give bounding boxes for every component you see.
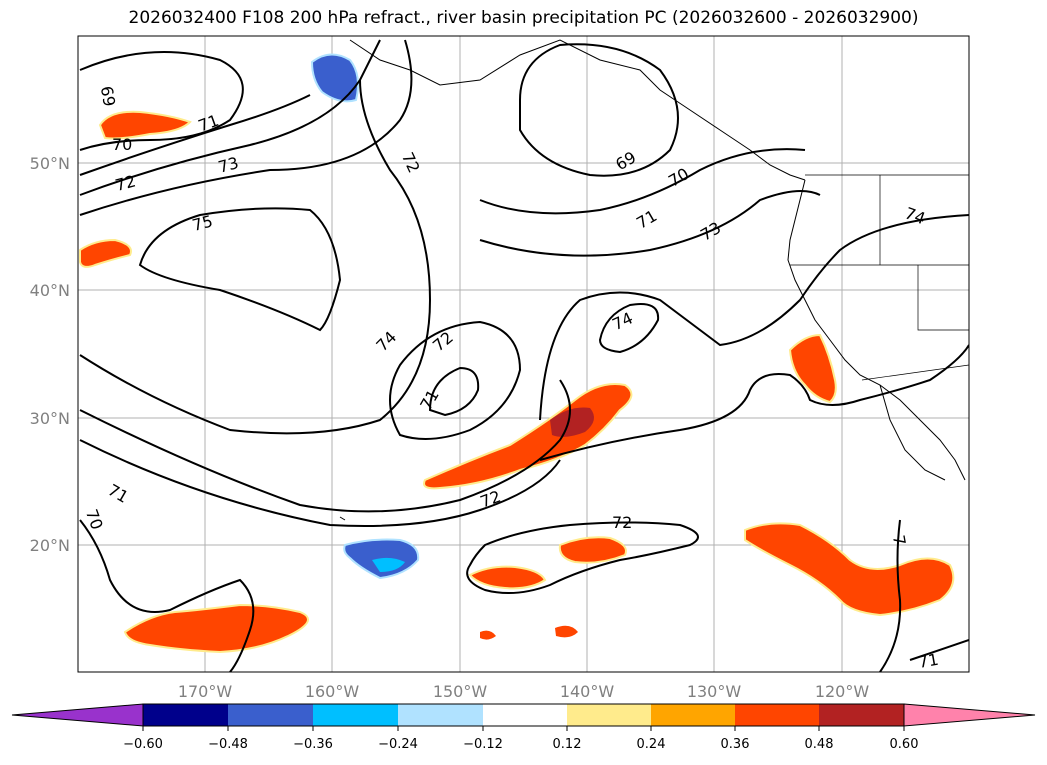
map-frame: [77, 35, 970, 673]
colorbar-segment: [313, 704, 398, 726]
colorbar-extend-high: [903, 703, 1036, 727]
colorbar-tick-label: −0.24: [378, 737, 418, 752]
colorbar-tick-label: 0.24: [637, 737, 666, 752]
lat-label: 30°N: [30, 409, 70, 428]
longitude-labels: 170°W 160°W 150°W 140°W 130°W 120°W: [178, 682, 870, 701]
lon-label: 150°W: [433, 682, 488, 701]
colorbar-frame: [142, 703, 905, 727]
colorbar-tick-marks: [142, 726, 905, 731]
precip-area: [555, 625, 578, 638]
contour-line: [79, 39, 381, 196]
lon-label: 120°W: [815, 682, 870, 701]
contour-line: [519, 43, 679, 177]
contour-line: [479, 190, 821, 257]
colorbar-tick-label: −0.36: [293, 737, 333, 752]
contour-line: [598, 303, 660, 354]
contour-label: 75: [190, 211, 215, 235]
contour-line: [479, 148, 806, 215]
precip-shading: [79, 53, 955, 654]
alaska-coast: [349, 39, 806, 181]
precip-area: [558, 536, 627, 564]
contour-line: [79, 51, 244, 151]
lon-label: 140°W: [560, 682, 615, 701]
contour-line: [909, 639, 969, 661]
negative-area: [310, 53, 359, 103]
contour-label: 71: [917, 650, 940, 672]
latitude-labels: 50°N 40°N 30°N 20°N: [30, 154, 70, 555]
contour-line: [79, 379, 571, 513]
contour-line: [466, 521, 699, 594]
lon-label: 160°W: [305, 682, 360, 701]
lat-label: 20°N: [30, 536, 70, 555]
contour-label: 72: [113, 171, 138, 195]
lat-label: 40°N: [30, 281, 70, 300]
colorbar-segment: [228, 704, 313, 726]
colorbar-segment: [567, 704, 651, 726]
negative-area-core: [372, 557, 405, 572]
contour-line: [79, 439, 561, 527]
contour-line: [428, 366, 480, 417]
contour-label: 69: [97, 85, 119, 108]
contour-line: [389, 320, 522, 440]
precip-area: [98, 110, 192, 140]
contour-line: [79, 39, 413, 216]
precip-core: [550, 407, 594, 437]
baja-california-coast: [879, 384, 946, 481]
colorbar-segment: [143, 704, 228, 726]
refractivity-contours: [79, 39, 969, 672]
border-us-mexico: [861, 364, 969, 381]
colorbar-segment: [398, 704, 483, 726]
precip-area: [788, 333, 837, 404]
contour-label: 70: [112, 135, 132, 154]
map-title: 2026032400 F108 200 hPa refract., river …: [128, 8, 919, 28]
border-state: [917, 265, 969, 331]
contour-line: [138, 207, 342, 332]
colorbar-extend-low: [11, 703, 144, 727]
contour-line: [539, 214, 969, 421]
colorbar-tick-label: 0.60: [890, 737, 919, 752]
colorbar-tick-label: −0.48: [208, 737, 248, 752]
colorbar-segment: [483, 704, 567, 726]
contour-line: [879, 519, 902, 672]
contour-line: [539, 344, 969, 461]
contour-line: [79, 94, 311, 176]
colorbar-tick-label: 0.36: [721, 737, 750, 752]
colorbar-tick-label: −0.60: [123, 737, 163, 752]
precip-area: [79, 238, 132, 268]
colorbar-tick-label: 0.12: [553, 737, 582, 752]
colorbar-segment: [819, 704, 904, 726]
colorbar: −0.60 −0.48 −0.36 −0.24 −0.12 0.12 0.24 …: [11, 703, 1036, 752]
colorbar-tick-label: 0.48: [805, 737, 834, 752]
precip-area: [744, 522, 955, 617]
contour-line: [79, 79, 432, 435]
contour-line: [79, 519, 255, 672]
lon-label: 170°W: [178, 682, 233, 701]
lon-label: 130°W: [687, 682, 742, 701]
colorbar-segment: [651, 704, 735, 726]
contour-label: 7: [889, 534, 909, 547]
colorbar-segment: [735, 704, 819, 726]
precip-area: [480, 630, 496, 640]
map-area: 69 70 71 72 73 75 72 74 72 71 71 70 69 7…: [78, 36, 969, 672]
precip-area: [468, 565, 547, 590]
north-america-west-coast: [787, 179, 966, 481]
precip-area: [123, 603, 309, 654]
contour-label: 72: [612, 513, 632, 532]
colorbar-tick-label: −0.12: [463, 737, 503, 752]
contour-label: 73: [216, 153, 241, 177]
lat-label: 50°N: [30, 154, 70, 173]
